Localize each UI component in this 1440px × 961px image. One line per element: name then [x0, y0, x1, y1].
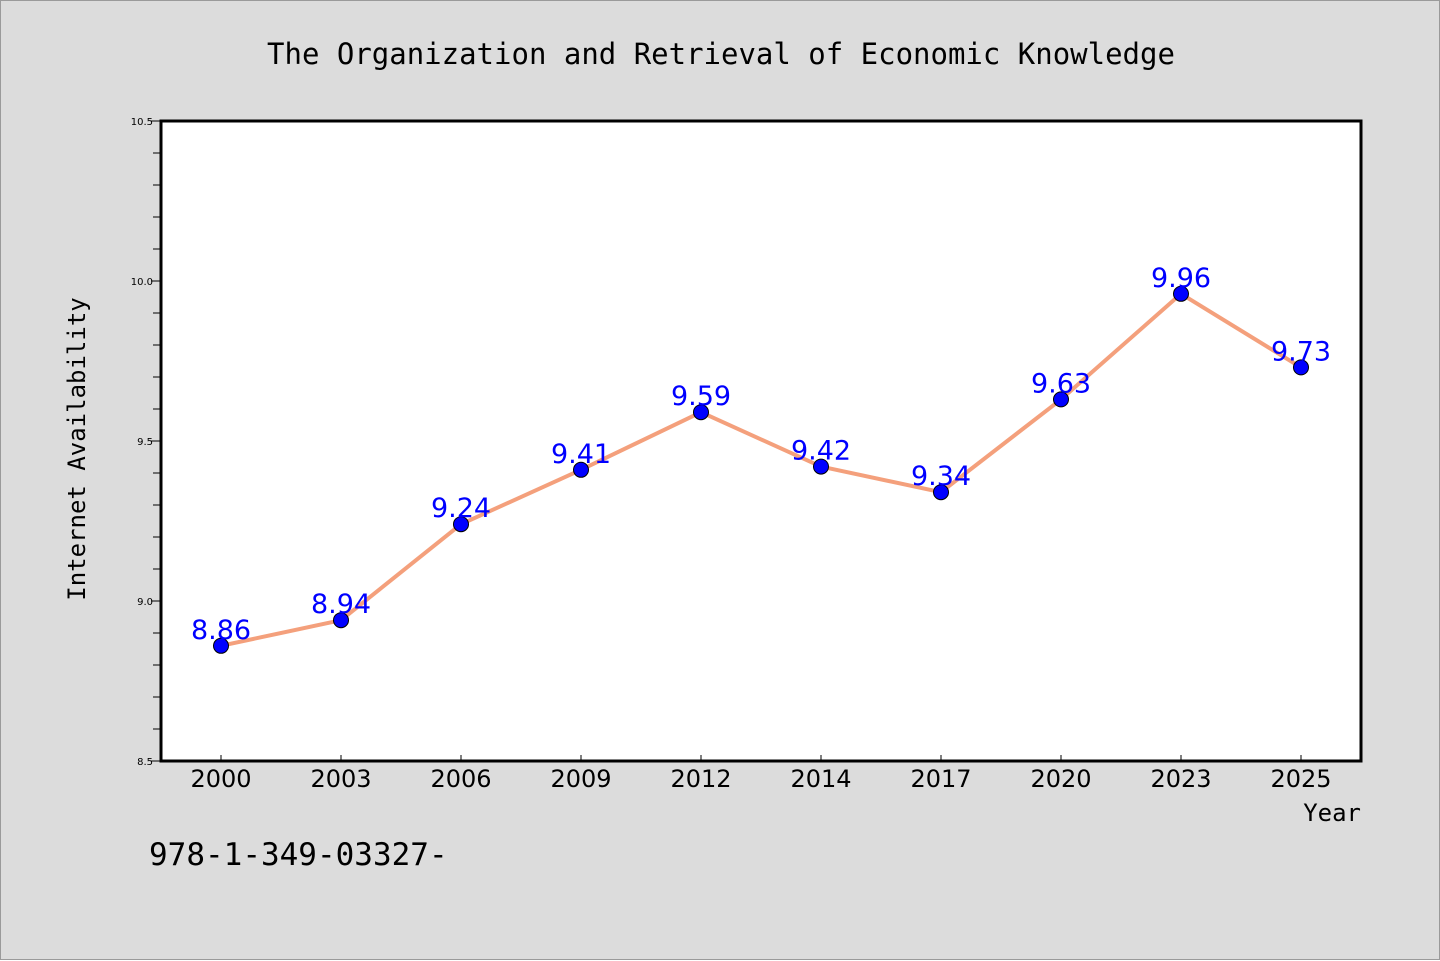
data-label: 8.94 [311, 589, 371, 620]
data-point [213, 637, 229, 654]
series-line [220, 291, 1303, 648]
y-tick-label: 9.0 [137, 597, 153, 608]
data-labels-layer: 8.86 8.94 9.24 9.41 9.59 9.42 9.34 9.63 9.96 9.73 [191, 263, 1331, 646]
y-tick-label: 10.5 [131, 117, 153, 128]
x-tick-label: 2014 [790, 765, 851, 793]
y-tick-label: 9.5 [137, 437, 153, 448]
x-tick-label: 2006 [430, 765, 491, 793]
data-point [933, 484, 949, 501]
data-point [693, 404, 709, 421]
y-tick-label: 8.5 [137, 757, 153, 768]
x-tick-label: 2012 [670, 765, 731, 793]
data-label: 9.42 [791, 436, 851, 467]
x-tick-label: 2000 [190, 765, 251, 793]
x-axis: 2000 2003 2006 2009 2012 2014 2017 2020 2023 2025 [190, 755, 1332, 793]
data-label: 9.41 [551, 439, 611, 470]
y-axis-label: Internet Availability [63, 297, 91, 600]
data-label: 9.34 [911, 461, 971, 492]
data-point [1053, 391, 1069, 408]
x-tick-label: 2023 [1150, 765, 1211, 793]
footnote-isbn: 978-1-349-03327- [149, 837, 448, 873]
data-label: 9.73 [1271, 336, 1331, 367]
data-label: 9.24 [431, 493, 491, 524]
data-point [453, 516, 469, 533]
data-label: 9.96 [1151, 263, 1211, 294]
x-axis-label: Year [1303, 799, 1361, 827]
data-label: 9.63 [1031, 368, 1091, 399]
x-tick-label: 2009 [550, 765, 611, 793]
data-point [813, 458, 829, 475]
y-tick-label: 10.0 [131, 277, 153, 288]
data-point [333, 612, 349, 629]
data-point [573, 461, 589, 478]
data-point [1293, 359, 1309, 376]
x-tick-label: 2020 [1030, 765, 1091, 793]
x-tick-label: 2003 [310, 765, 371, 793]
data-label: 8.86 [191, 615, 251, 646]
chart-title: The Organization and Retrieval of Econom… [267, 37, 1175, 71]
data-label: 9.59 [671, 381, 731, 412]
series-layer [213, 285, 1309, 654]
y-axis: 8.5 9.0 9.5 10.0 10.5 [131, 117, 161, 768]
data-point [1173, 285, 1189, 302]
x-tick-label: 2025 [1270, 765, 1331, 793]
x-tick-label: 2017 [910, 765, 971, 793]
